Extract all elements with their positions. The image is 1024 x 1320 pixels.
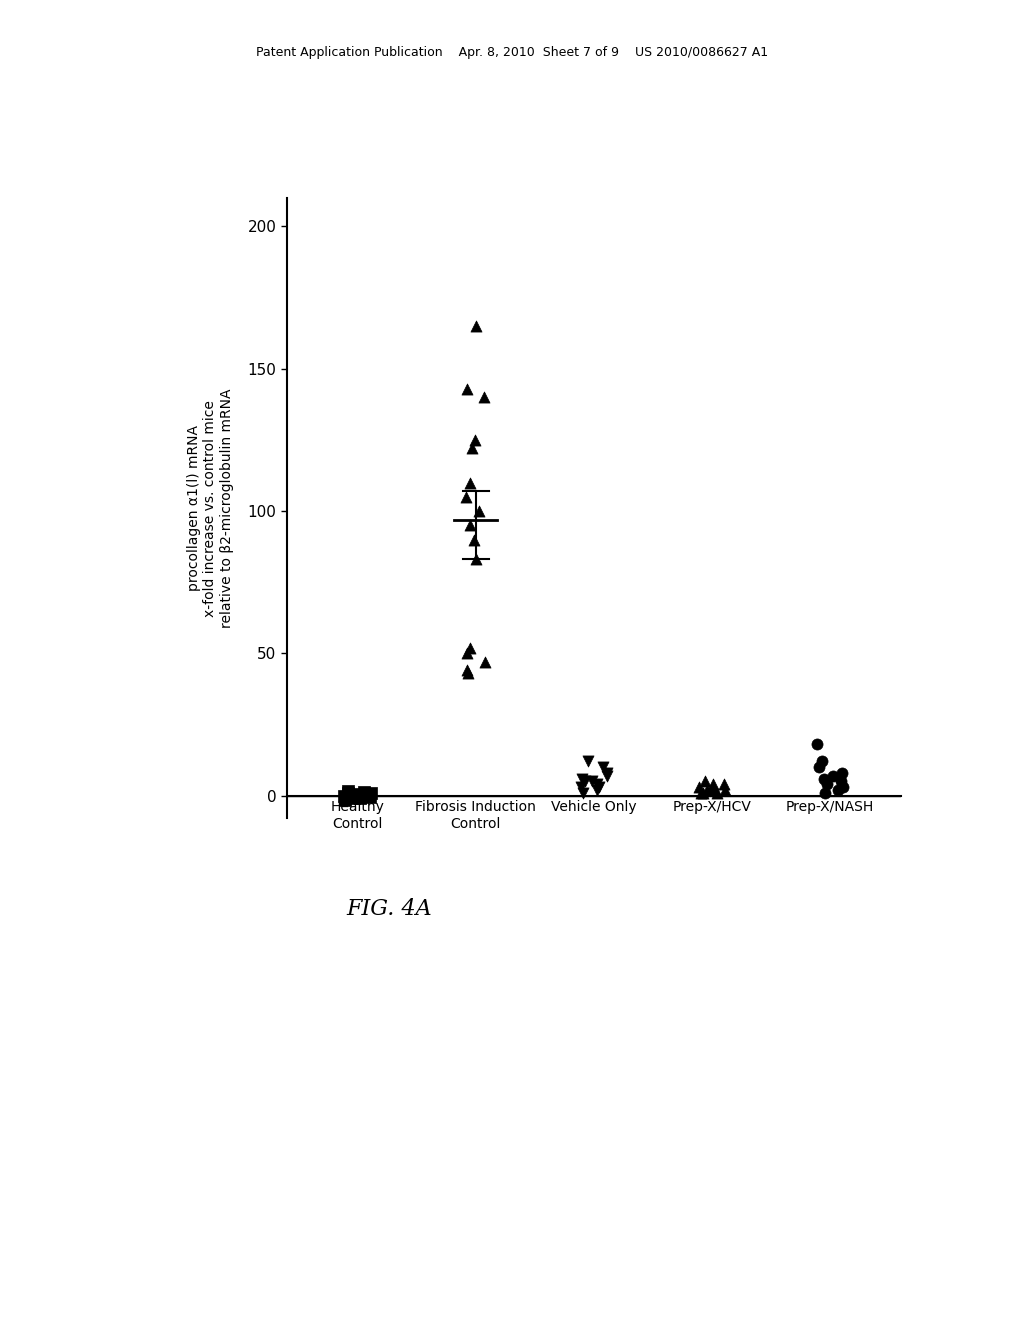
Point bbox=[477, 651, 494, 672]
Point bbox=[589, 774, 605, 795]
Point bbox=[809, 734, 825, 755]
Point bbox=[352, 784, 369, 805]
Point bbox=[362, 787, 379, 808]
Point bbox=[466, 429, 482, 450]
Point bbox=[362, 783, 379, 804]
Point bbox=[829, 779, 846, 800]
Point bbox=[690, 776, 707, 797]
Text: Patent Application Publication    Apr. 8, 2010  Sheet 7 of 9    US 2010/0086627 : Patent Application Publication Apr. 8, 2… bbox=[256, 46, 768, 59]
Point bbox=[584, 771, 600, 792]
Point bbox=[824, 766, 841, 787]
Point bbox=[352, 787, 369, 808]
Point bbox=[337, 789, 353, 810]
Point bbox=[706, 774, 722, 795]
Point bbox=[705, 776, 721, 797]
Point bbox=[703, 779, 720, 800]
Point bbox=[476, 387, 493, 408]
Point bbox=[815, 768, 831, 789]
Point bbox=[810, 756, 826, 777]
Point bbox=[336, 785, 352, 807]
Point bbox=[834, 771, 850, 792]
Point bbox=[458, 486, 474, 507]
Point bbox=[471, 500, 487, 521]
Point bbox=[698, 779, 715, 800]
Point bbox=[709, 783, 725, 804]
Point bbox=[460, 663, 476, 684]
Point bbox=[459, 660, 475, 681]
Point bbox=[577, 771, 593, 792]
Point bbox=[468, 315, 484, 337]
Point bbox=[459, 378, 475, 399]
Point bbox=[598, 766, 614, 787]
Point bbox=[359, 784, 376, 805]
Point bbox=[813, 751, 829, 772]
Point bbox=[835, 776, 851, 797]
Point bbox=[462, 515, 478, 536]
Point bbox=[716, 774, 732, 795]
Point bbox=[595, 756, 611, 777]
Point bbox=[717, 779, 733, 800]
Y-axis label: procollagen α1(l) mRNA
x-fold increase vs. control mice
relative to β2-microglob: procollagen α1(l) mRNA x-fold increase v… bbox=[187, 388, 233, 628]
Text: FIG. 4A: FIG. 4A bbox=[346, 898, 432, 920]
Point bbox=[697, 771, 714, 792]
Point bbox=[340, 781, 356, 803]
Point bbox=[591, 776, 607, 797]
Point bbox=[355, 781, 372, 803]
Point bbox=[589, 779, 605, 800]
Point bbox=[574, 783, 591, 804]
Point bbox=[581, 751, 597, 772]
Point bbox=[462, 638, 478, 659]
Point bbox=[572, 776, 589, 797]
Point bbox=[466, 529, 482, 550]
Point bbox=[356, 785, 373, 807]
Point bbox=[346, 788, 362, 809]
Point bbox=[468, 549, 484, 570]
Point bbox=[459, 643, 475, 664]
Point bbox=[573, 768, 590, 789]
Point bbox=[340, 783, 356, 804]
Point bbox=[834, 763, 850, 784]
Point bbox=[464, 438, 480, 459]
Point bbox=[693, 783, 710, 804]
Point bbox=[817, 783, 834, 804]
Point bbox=[695, 783, 712, 804]
Point bbox=[819, 774, 836, 795]
Point bbox=[599, 763, 615, 784]
Point bbox=[462, 473, 478, 494]
